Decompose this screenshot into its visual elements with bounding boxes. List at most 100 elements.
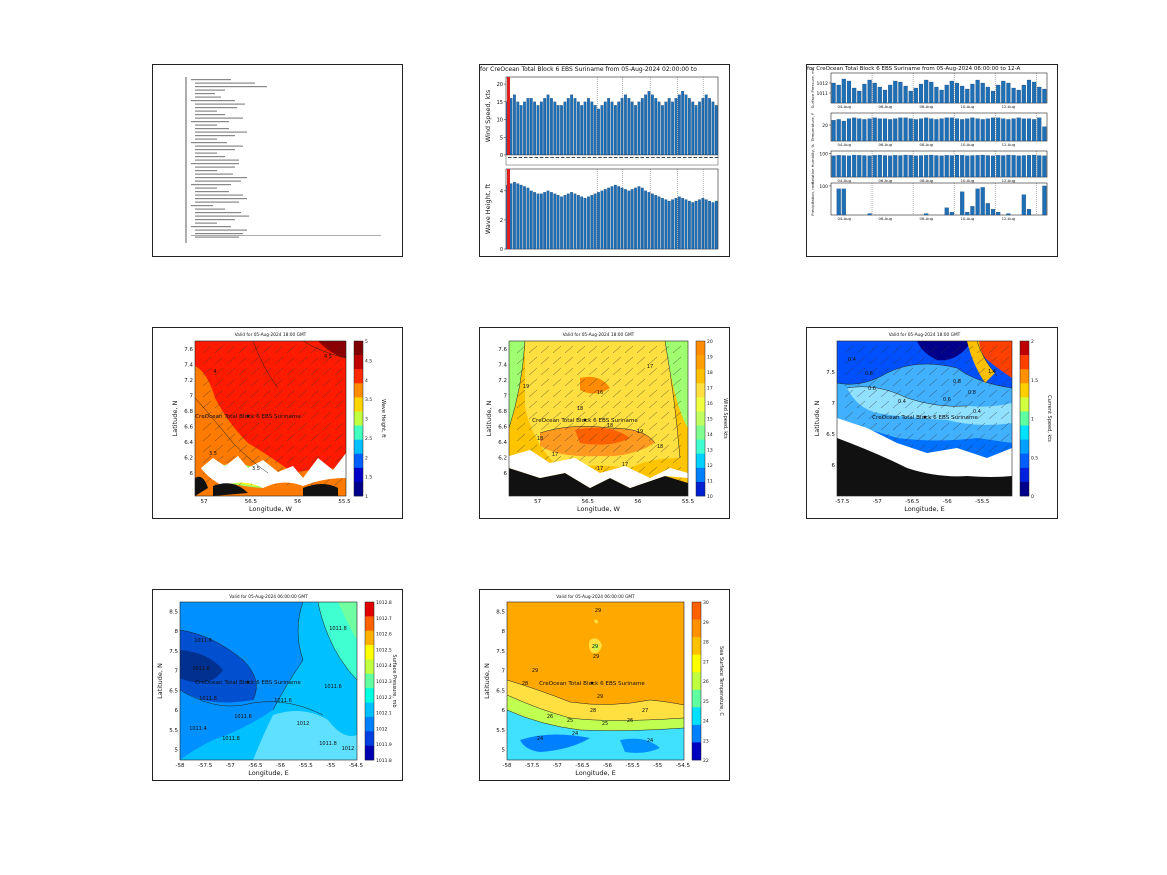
vector-arrow [226, 356, 236, 365]
contour-label: 26 [547, 714, 553, 720]
colorbar-swatch [365, 716, 374, 732]
field-region [507, 680, 684, 722]
x-tick-label: -56 [276, 763, 285, 769]
map-title: Valid for 05-Aug-2024 06:00:00 GMT [229, 594, 308, 600]
vector-arrow [952, 389, 962, 398]
colorbar-swatch [696, 467, 705, 483]
colorbar-tick-label: 1012.6 [376, 632, 392, 638]
report-text-line [195, 191, 229, 193]
colorbar-tick-label: 10 [707, 494, 713, 500]
y-tick-label: 7.4 [498, 362, 507, 368]
vector-arrow [904, 411, 914, 420]
vector-arrow [672, 389, 682, 398]
bar [893, 118, 898, 142]
bar [624, 189, 627, 250]
contour-label: 1011.8 [222, 736, 240, 742]
x-tick-mark [566, 157, 570, 158]
bar [888, 119, 893, 142]
x-tick-mark [693, 157, 697, 158]
colorbar-tick-label: 17 [707, 386, 713, 392]
bar [975, 155, 980, 178]
bar [560, 196, 563, 250]
bar [698, 199, 701, 250]
colorbar-swatch [1020, 481, 1029, 497]
bar [862, 83, 867, 104]
bar [576, 195, 580, 250]
land-mask [213, 483, 248, 496]
y-tick-label: 6.6 [184, 424, 193, 430]
colorbar-tick-label: 3 [365, 417, 368, 423]
colorbar-frame [364, 601, 375, 761]
vector-arrow [238, 367, 248, 376]
x-tick-mark [550, 157, 554, 158]
bar [908, 118, 913, 142]
bar [651, 193, 654, 250]
colorbar-tick-label: 1011.8 [376, 758, 392, 764]
contour-label: 1011.8 [329, 626, 347, 632]
x-tick-label: -57.5 [525, 763, 540, 769]
vector-arrow [274, 367, 284, 376]
x-tick-label: -58 [176, 763, 185, 769]
y-tick-label: 6.2 [498, 455, 507, 461]
y-tick-label: 15 [497, 100, 503, 106]
vector-arrow [636, 455, 646, 464]
bar [637, 186, 641, 250]
x-tick-mark [709, 157, 713, 158]
vector-arrow [310, 389, 320, 398]
pressure-map-panel: Valid for 05-Aug-2024 06:00:00 GMT 1011.6… [152, 589, 403, 781]
colorbar-swatch [696, 453, 705, 469]
y-axis-label: Relative Humidity, % [810, 144, 815, 184]
colorbar-tick-label: 1012.8 [376, 600, 392, 606]
vector-arrow [952, 422, 962, 431]
bar [509, 183, 513, 250]
vector-arrow [904, 345, 914, 354]
vector-arrow [576, 444, 586, 453]
report-text-line [191, 142, 227, 144]
site-marker [246, 680, 250, 684]
vector-arrow [976, 422, 986, 431]
bar [970, 117, 975, 142]
colorbar-swatch [696, 411, 705, 426]
current-time-marker [507, 77, 510, 155]
contour-label: 1011.8 [199, 696, 217, 702]
vector-arrow [262, 411, 272, 420]
colorbar-swatch [365, 702, 374, 718]
vector-arrow [250, 367, 260, 376]
y-tick-label: 6 [190, 471, 194, 477]
x-tick-mark [677, 157, 682, 158]
vector-arrow [310, 411, 320, 420]
bar [1042, 185, 1047, 216]
bar [965, 118, 970, 142]
vector-arrow [274, 378, 284, 387]
contour-label: 25 [602, 721, 608, 727]
colorbar-swatch [365, 745, 374, 761]
vector-arrow [648, 345, 658, 354]
x-tick-label: -57.5 [198, 763, 213, 769]
map-title: Valid for 05-Aug-2024 18:00 GMT [235, 332, 307, 338]
land-mask [201, 453, 346, 488]
contour-label: 17 [597, 466, 603, 472]
x-tick-mark [682, 157, 687, 158]
vector-arrow [516, 345, 526, 354]
bar [546, 94, 550, 156]
vector-arrow [916, 378, 926, 387]
colorbar-tick-label: 5 [365, 339, 368, 345]
x-tick-label: 10-Aug [961, 178, 975, 183]
vector-arrow [600, 411, 610, 420]
report-text-line [195, 159, 239, 161]
bar [704, 199, 708, 250]
y-tick-label: 1011 [817, 91, 829, 97]
contour-label: 1011.6 [194, 638, 212, 644]
vector-arrow [1000, 433, 1010, 442]
vector-arrow [856, 411, 866, 420]
bar [1042, 88, 1047, 104]
contour-label: 1011.4 [189, 726, 207, 732]
vector-arrow [928, 356, 938, 365]
colorbar-tick-label: 23 [703, 738, 709, 744]
bar [667, 98, 671, 156]
vector-arrow [540, 378, 550, 387]
x-tick-mark [635, 157, 639, 158]
bar [1042, 126, 1047, 142]
contour-label: 17 [622, 462, 628, 468]
colorbar-swatch [696, 481, 705, 497]
